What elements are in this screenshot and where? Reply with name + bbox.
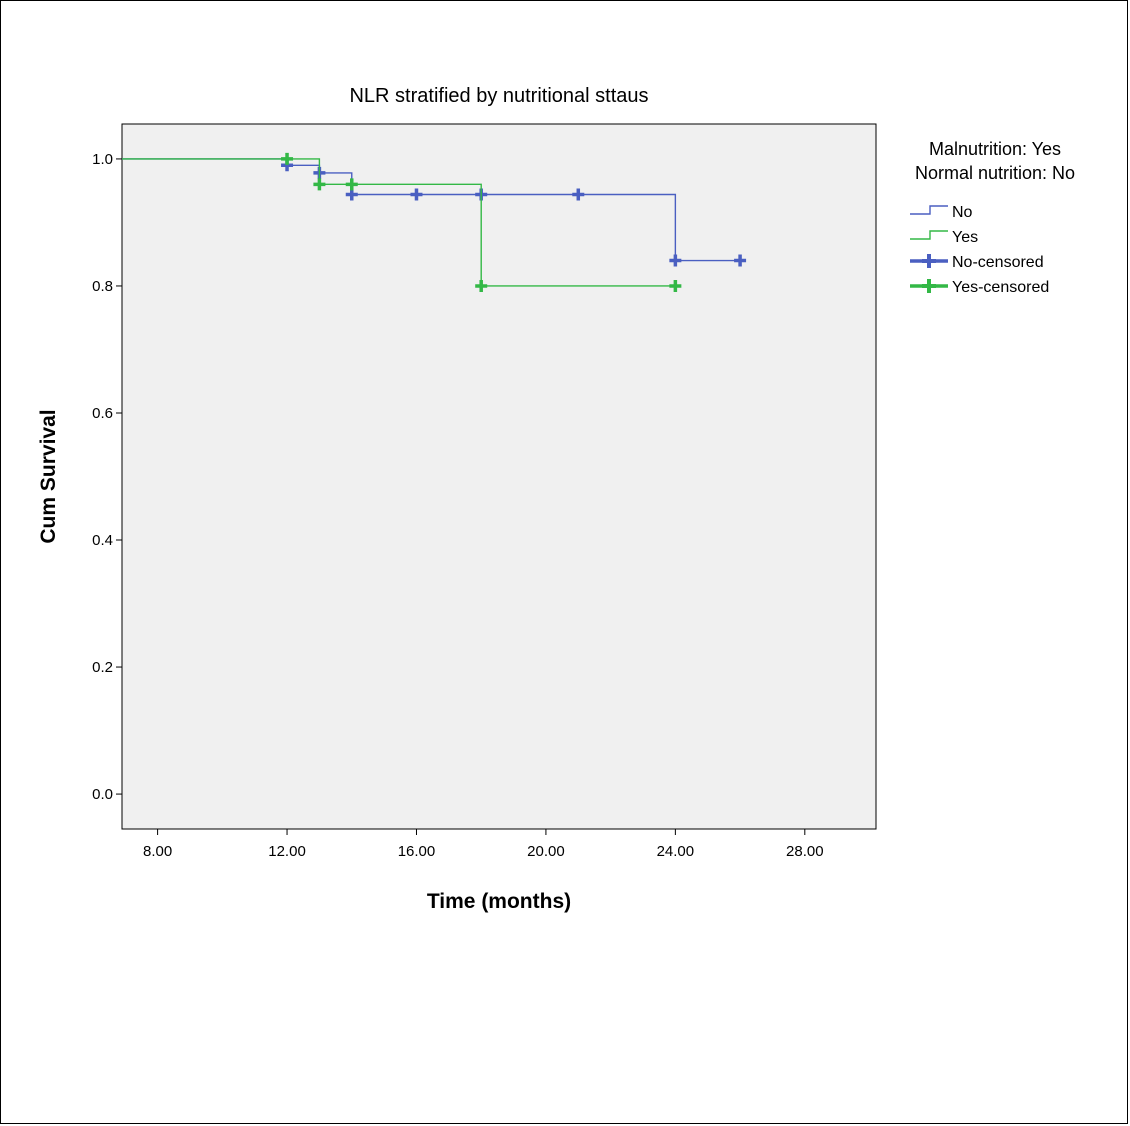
censor-mark-yes [281,152,294,165]
y-tick-label: 0.0 [92,786,113,803]
legend-title-line-1: Malnutrition: Yes [929,139,1061,159]
y-axis-label: Cum Survival [37,409,60,543]
censor-mark-no [572,188,585,201]
legend-label-no: No [952,204,973,221]
censor-mark-yes [345,178,358,191]
plot-area [121,123,877,830]
x-tick-label: 12.00 [268,843,306,860]
legend-title-line-2: Normal nutrition: No [915,163,1075,183]
legend-swatch-yes [910,230,948,240]
censor-mark-no [669,254,682,267]
series-layer [122,152,747,292]
chart-title: NLR stratified by nutritional sttaus [349,85,648,107]
axis-ticks: 0.0 0.2 0.4 0.6 0.8 1.0 8.00 12.00 16.00 20.00 24.… [92,151,823,860]
x-tick-label: 20.00 [527,843,565,860]
legend-censor-mark-no [922,254,936,268]
x-tick-label: 16.00 [398,843,436,860]
censor-mark-yes [669,279,682,292]
legend-label-yes: Yes [952,229,978,246]
x-tick-label: 28.00 [786,843,824,860]
censor-mark-no [734,254,747,267]
legend-label-no-censored: No-censored [952,254,1044,271]
x-tick-label: 24.00 [657,843,695,860]
x-axis-label: Time (months) [427,890,571,913]
y-tick-label: 0.4 [92,532,113,549]
x-tick-label: 8.00 [143,843,172,860]
y-tick-label: 1.0 [92,151,113,168]
legend-censor-mark-yes [922,279,936,293]
censor-mark-yes [475,279,488,292]
censor-mark-no [345,188,358,201]
legend-label-yes-censored: Yes-censored [952,279,1049,296]
y-tick-label: 0.6 [92,405,113,422]
censor-mark-no [410,188,423,201]
legend: No Yes No-censored Yes-censored [910,204,1049,296]
y-tick-label: 0.2 [92,659,113,676]
legend-swatch-no [910,205,948,215]
censor-mark-yes [313,178,326,191]
y-tick-label: 0.8 [92,278,113,295]
